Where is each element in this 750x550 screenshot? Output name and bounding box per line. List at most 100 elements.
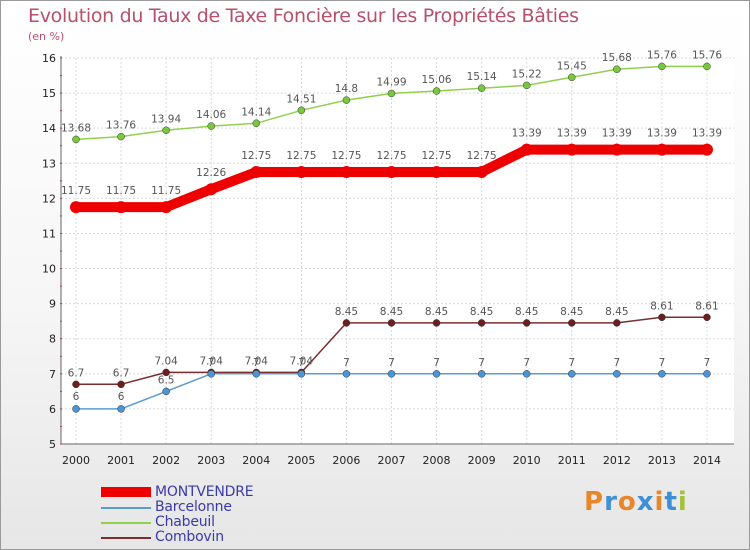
x-tick-label: 2007 — [377, 454, 405, 467]
x-tick-label: 2011 — [558, 454, 586, 467]
logo-letter: o — [617, 487, 637, 517]
data-label-chabeuil: 14.8 — [335, 83, 358, 95]
data-label-combovin: 6.7 — [68, 367, 85, 379]
data-label-chabeuil: 14.99 — [376, 76, 406, 88]
x-tick-label: 2002 — [152, 454, 180, 467]
logo-letter: t — [664, 487, 678, 517]
data-point-barcelonne — [297, 370, 306, 378]
data-label-combovin: 7.04 — [245, 355, 269, 367]
data-point-barcelonne — [477, 370, 486, 378]
y-tick-label: 7 — [49, 368, 56, 381]
data-point-chabeuil — [207, 122, 215, 130]
plot-area — [61, 58, 734, 444]
data-point-combovin — [162, 368, 170, 377]
data-label-montvendre: 12.75 — [422, 150, 452, 162]
data-point-chabeuil — [117, 132, 125, 141]
legend-swatch-montvendre — [101, 487, 151, 497]
data-point-chabeuil — [477, 84, 486, 92]
data-label-montvendre: 11.75 — [61, 185, 91, 197]
data-label-combovin: 8.45 — [380, 306, 403, 318]
data-point-chabeuil — [252, 119, 261, 128]
data-point-chabeuil — [297, 106, 306, 115]
data-point-chabeuil — [387, 89, 396, 98]
data-point-montvendre — [70, 201, 82, 214]
x-tick-label: 2000 — [62, 454, 90, 467]
data-point-combovin — [568, 319, 576, 327]
data-label-chabeuil: 14.06 — [196, 109, 226, 121]
data-point-montvendre — [520, 143, 533, 156]
logo-letter: i — [677, 487, 688, 517]
data-point-montvendre — [655, 143, 668, 156]
y-tick-label: 5 — [49, 438, 56, 451]
data-label-chabeuil: 15.14 — [467, 71, 497, 83]
x-tick-label: 2005 — [287, 454, 315, 467]
data-label-barcelonne: 7 — [253, 357, 260, 369]
proxiti-logo: Proxiti — [584, 487, 688, 517]
data-label-combovin: 6.7 — [113, 367, 130, 379]
data-label-barcelonne: 6.5 — [158, 374, 175, 386]
data-point-montvendre — [475, 166, 488, 179]
data-label-combovin: 8.45 — [605, 306, 628, 318]
data-label-montvendre: 13.39 — [512, 128, 542, 140]
data-point-combovin — [342, 319, 351, 327]
data-label-barcelonne: 7 — [298, 357, 305, 369]
legend-label-barcelonne: Barcelonne — [155, 499, 232, 515]
data-label-chabeuil: 15.76 — [692, 49, 722, 61]
data-point-montvendre — [565, 143, 578, 156]
x-tick-label: 2006 — [332, 454, 360, 467]
data-label-combovin: 7.04 — [290, 355, 314, 367]
data-label-chabeuil: 13.68 — [61, 122, 91, 134]
data-point-montvendre — [250, 166, 263, 179]
data-point-combovin — [72, 380, 80, 389]
logo-letter: r — [604, 487, 618, 517]
x-tick-label: 2012 — [603, 454, 631, 467]
data-label-montvendre: 11.75 — [151, 185, 181, 197]
data-label-montvendre: 13.39 — [692, 128, 722, 140]
y-tick-label: 13 — [42, 157, 56, 170]
data-point-barcelonne — [207, 370, 215, 378]
data-label-montvendre: 11.75 — [106, 185, 136, 197]
data-label-barcelonne: 7 — [208, 357, 215, 369]
data-point-combovin — [477, 319, 486, 327]
data-point-combovin — [117, 380, 125, 389]
data-label-montvendre: 12.26 — [196, 167, 226, 179]
y-tick-label: 10 — [42, 263, 56, 276]
logo-letter: i — [654, 487, 665, 517]
data-label-barcelonne: 7 — [343, 357, 350, 369]
data-label-combovin: 8.61 — [695, 300, 718, 312]
data-point-montvendre — [205, 183, 218, 196]
data-label-chabeuil: 15.45 — [557, 60, 587, 72]
chart-subtitle: (en %) — [28, 30, 65, 43]
x-tick-label: 2003 — [197, 454, 225, 467]
data-label-barcelonne: 7 — [433, 357, 440, 369]
x-tick-label: 2009 — [468, 454, 496, 467]
data-label-combovin: 8.45 — [515, 306, 538, 318]
data-point-chabeuil — [568, 73, 576, 82]
x-tick-label: 2001 — [107, 454, 135, 467]
legend-swatch-barcelonne — [101, 507, 151, 509]
data-point-chabeuil — [72, 135, 80, 144]
data-point-montvendre — [295, 166, 308, 179]
data-point-barcelonne — [522, 370, 531, 378]
data-label-barcelonne: 6 — [118, 391, 125, 403]
data-point-barcelonne — [613, 370, 621, 378]
data-point-combovin — [703, 313, 711, 322]
data-label-montvendre: 13.39 — [647, 128, 677, 140]
data-label-combovin: 8.45 — [560, 306, 583, 318]
data-point-montvendre — [340, 166, 353, 179]
data-label-chabeuil: 15.06 — [422, 74, 452, 86]
data-point-combovin — [432, 319, 441, 327]
data-point-chabeuil — [522, 81, 531, 90]
data-point-combovin — [613, 319, 621, 327]
legend-label-montvendre: MONTVENDRE — [155, 484, 254, 500]
data-point-barcelonne — [568, 370, 576, 378]
y-tick-label: 15 — [42, 87, 56, 100]
data-label-combovin: 8.45 — [470, 306, 493, 318]
data-point-chabeuil — [162, 126, 170, 135]
data-label-chabeuil: 15.68 — [602, 52, 632, 64]
data-point-barcelonne — [162, 387, 170, 396]
data-point-montvendre — [610, 143, 623, 156]
data-point-barcelonne — [117, 405, 125, 413]
y-tick-label: 6 — [49, 403, 56, 416]
